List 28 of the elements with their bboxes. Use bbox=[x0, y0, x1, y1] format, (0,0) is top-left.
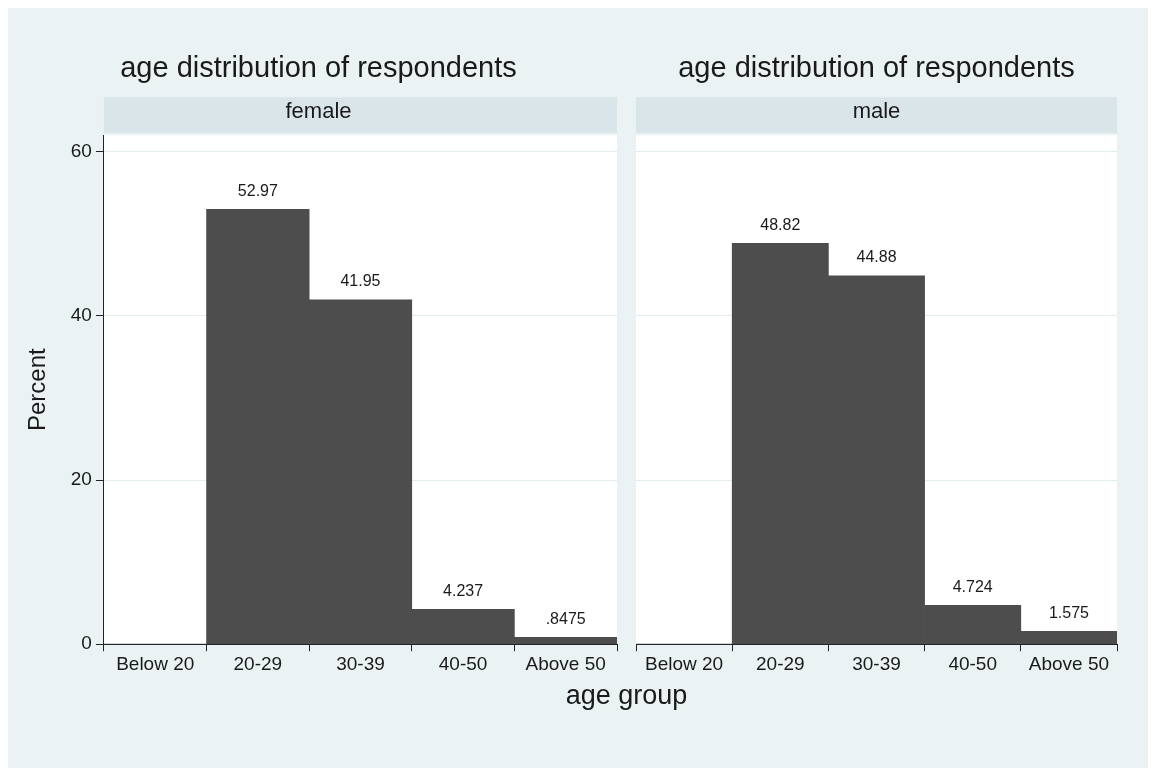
data-label: 4.724 bbox=[952, 577, 993, 595]
data-label: 48.82 bbox=[760, 215, 801, 233]
data-label: .8475 bbox=[545, 609, 586, 627]
data-label: 44.88 bbox=[856, 248, 897, 266]
x-tick-label: Above 50 bbox=[1028, 652, 1110, 674]
x-tick-label: 20-29 bbox=[233, 652, 283, 674]
chart-subtitle: male bbox=[852, 98, 901, 124]
x-tick-label: Below 20 bbox=[116, 652, 195, 674]
data-label: 1.575 bbox=[1048, 603, 1090, 621]
x-tick-label: 40-50 bbox=[948, 652, 997, 674]
y-tick-label: 20 bbox=[70, 468, 92, 490]
data-label: 4.237 bbox=[443, 581, 484, 599]
data-label: 52.97 bbox=[237, 181, 278, 199]
y-tick-label: 40 bbox=[70, 304, 92, 326]
chart-title: age distribution of respondents bbox=[678, 51, 1075, 84]
y-tick-label: 0 bbox=[81, 632, 92, 654]
x-tick-label: 30-39 bbox=[852, 652, 901, 674]
x-tick-label: Above 50 bbox=[525, 652, 606, 674]
y-axis-title: Percent bbox=[23, 348, 51, 432]
x-axis-title: age group bbox=[564, 680, 689, 711]
chart-subtitle: female bbox=[285, 98, 352, 124]
y-tick-label: 60 bbox=[70, 139, 92, 161]
x-tick-label: 20-29 bbox=[756, 652, 805, 674]
data-label: 41.95 bbox=[340, 272, 381, 290]
chart-title: age distribution of respondents bbox=[120, 51, 517, 84]
x-tick-label: 40-50 bbox=[438, 652, 488, 674]
x-tick-label: Below 20 bbox=[645, 652, 724, 674]
x-tick-label: 30-39 bbox=[336, 652, 385, 674]
